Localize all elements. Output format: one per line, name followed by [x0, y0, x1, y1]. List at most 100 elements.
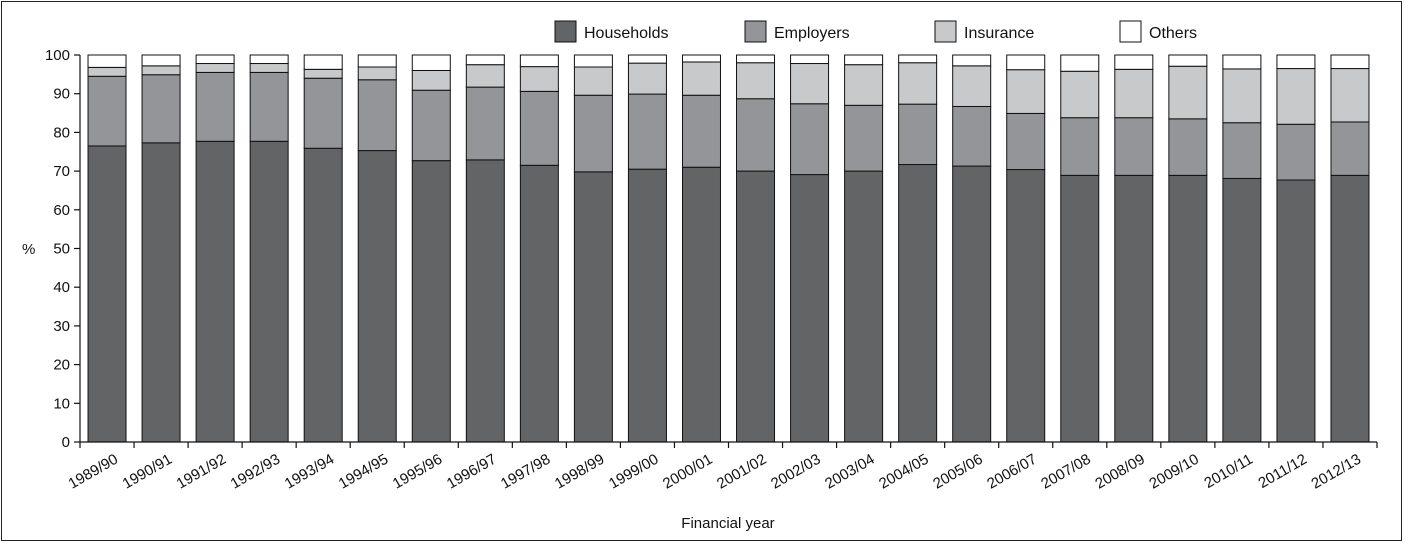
- x-axis: 1989/901990/911991/921992/931993/941994/…: [66, 441, 1378, 493]
- bar-segment-others: [141, 54, 181, 67]
- bar-stack: [736, 54, 776, 443]
- bar-segment-households: [952, 165, 992, 443]
- bar-segment-households: [1276, 179, 1316, 443]
- bar-segment-insurance: [195, 63, 235, 73]
- legend-item-employers: Employers: [744, 20, 850, 43]
- bar-segment-households: [1168, 174, 1208, 443]
- bar-segment-employers: [573, 94, 613, 173]
- legend-swatch: [744, 20, 767, 43]
- legend-swatch: [934, 20, 957, 43]
- x-tick-label: 1992/93: [228, 451, 283, 493]
- bar-segment-employers: [1006, 112, 1046, 171]
- bar-segment-others: [357, 54, 397, 68]
- y-tick-label: 50: [53, 241, 70, 258]
- bar-segment-households: [357, 150, 397, 443]
- bar-segment-others: [195, 54, 235, 65]
- bar-segment-insurance: [1222, 68, 1262, 124]
- x-tick-label: 2000/01: [660, 451, 715, 493]
- bar-segment-employers: [411, 89, 451, 162]
- bar-segment-others: [465, 54, 505, 66]
- bar-segment-insurance: [1276, 68, 1316, 125]
- bar-segment-insurance: [465, 64, 505, 88]
- bar-segment-insurance: [519, 66, 559, 92]
- bar-segment-households: [195, 140, 235, 443]
- y-tick-label: 30: [53, 318, 70, 335]
- bar-segment-employers: [790, 103, 830, 176]
- x-tick-label: 1998/99: [552, 451, 607, 493]
- bar-segment-insurance: [736, 62, 776, 100]
- x-tick-label: 2001/02: [714, 451, 769, 493]
- bar-segment-employers: [627, 93, 667, 170]
- bar-segment-employers: [681, 94, 721, 168]
- bar-segment-insurance: [1114, 68, 1154, 119]
- bar-segment-employers: [898, 103, 938, 166]
- x-tick-label: 2002/03: [768, 451, 823, 493]
- bar-segment-insurance: [1330, 68, 1370, 123]
- bar-segment-households: [1330, 174, 1370, 443]
- bar-segment-others: [249, 54, 289, 65]
- y-tick-label: 60: [53, 202, 70, 219]
- bar-segment-insurance: [1060, 70, 1100, 119]
- bar-stack: [1330, 54, 1370, 443]
- bar-segment-insurance: [790, 63, 830, 105]
- bar-stack: [357, 54, 397, 443]
- bar-segment-others: [898, 54, 938, 64]
- bar-segment-households: [249, 140, 289, 443]
- bar-segment-employers: [519, 90, 559, 166]
- bar-segment-others: [790, 54, 830, 65]
- bar-segment-households: [519, 164, 559, 443]
- x-tick-label: 1995/96: [390, 451, 445, 493]
- y-tick-label: 90: [53, 86, 70, 103]
- legend-label: Insurance: [964, 25, 1034, 42]
- bar-segment-employers: [141, 74, 181, 144]
- bar-segment-others: [1168, 54, 1208, 67]
- bar-segment-insurance: [844, 64, 884, 106]
- bar-segment-others: [1114, 54, 1154, 70]
- y-tick-label: 40: [53, 279, 70, 296]
- legend-label: Employers: [774, 25, 850, 42]
- legend-label: Others: [1149, 25, 1197, 42]
- bar-segment-households: [1060, 174, 1100, 443]
- bar-segment-insurance: [411, 69, 451, 91]
- y-tick-label: 0: [62, 434, 70, 451]
- bar-segment-others: [844, 54, 884, 66]
- x-tick-label: 1993/94: [282, 451, 337, 493]
- legend-item-insurance: Insurance: [934, 20, 1034, 43]
- bar-segment-others: [1222, 54, 1262, 70]
- bar-stack: [573, 54, 613, 443]
- legend-swatch: [554, 20, 577, 43]
- bar-segment-employers: [1330, 121, 1370, 176]
- bar-stack: [141, 54, 181, 443]
- bar-segment-others: [1006, 54, 1046, 71]
- bar-segment-households: [1114, 174, 1154, 443]
- bar-stack: [1006, 54, 1046, 443]
- y-tick-label: 10: [53, 395, 70, 412]
- bar-stack: [249, 54, 289, 443]
- y-tick-label: 80: [53, 124, 70, 141]
- bar-segment-households: [465, 159, 505, 443]
- x-tick-label: 2009/10: [1146, 451, 1201, 493]
- x-tick-label: 1991/92: [174, 451, 229, 493]
- bar-segment-households: [141, 142, 181, 443]
- x-tick-label: 1996/97: [444, 451, 499, 493]
- bar-segment-others: [1276, 54, 1316, 70]
- bar-segment-households: [681, 166, 721, 443]
- bar-segment-employers: [1060, 117, 1100, 176]
- bar-stack: [411, 54, 451, 443]
- bar-stack: [519, 54, 559, 443]
- bar-segment-households: [898, 164, 938, 443]
- bar-segment-employers: [736, 98, 776, 172]
- y-axis: 0 10 20 30 40 50 60 70 80 90 100: [45, 47, 81, 451]
- y-tick-label: 70: [53, 163, 70, 180]
- bar-segment-employers: [357, 79, 397, 152]
- bar-stack: [952, 54, 992, 443]
- bar-stack: [898, 54, 938, 443]
- x-tick-label: 1990/91: [120, 451, 175, 493]
- bar-stack: [627, 54, 667, 443]
- bar-segment-employers: [1276, 123, 1316, 181]
- bar-stack: [1222, 54, 1262, 443]
- y-tick-label: 100: [45, 47, 70, 64]
- bar-segment-households: [1006, 169, 1046, 443]
- legend-item-households: Households: [554, 20, 669, 43]
